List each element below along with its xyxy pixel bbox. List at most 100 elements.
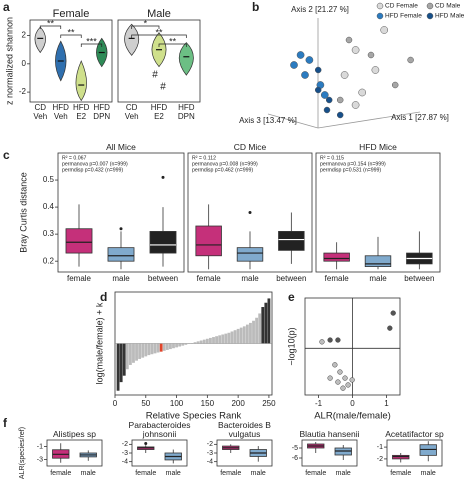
- bar: [141, 343, 145, 358]
- bar: [227, 332, 231, 344]
- y-axis-label: Bray Curtis distance: [18, 172, 28, 253]
- significance-label: *: [144, 18, 148, 28]
- y-tick-label: -1: [377, 444, 383, 451]
- x-tick-label: HFD E2: [73, 103, 90, 121]
- significance-label: **: [169, 36, 177, 46]
- hash-label: #: [160, 81, 166, 92]
- x-tick-label: -1: [315, 399, 323, 408]
- bar: [252, 320, 255, 344]
- bar: [221, 334, 225, 344]
- point: [325, 96, 333, 104]
- x-tick-label: 100: [170, 399, 184, 408]
- outlier: [119, 227, 123, 231]
- y-tick-label: 0: [22, 59, 27, 68]
- point: [380, 26, 389, 34]
- axis1-line: [317, 111, 421, 129]
- point: [327, 375, 333, 381]
- x-tick-label: male: [241, 274, 259, 283]
- bar: [181, 343, 185, 346]
- bar: [128, 343, 132, 365]
- bar: [212, 337, 215, 344]
- x-tick-label: male: [81, 470, 96, 477]
- panel-label: e: [288, 290, 295, 304]
- significance-label: **: [67, 27, 75, 37]
- x-axis-label: ALR(male/female): [314, 411, 391, 422]
- y-tick-label: -4: [122, 459, 128, 466]
- violin: [75, 60, 87, 102]
- bar: [236, 328, 240, 344]
- y-tick-label: 0.5: [43, 175, 55, 184]
- bar: [168, 343, 172, 350]
- panel-frame: [29, 19, 113, 103]
- point: [336, 96, 344, 104]
- stats-text: permdisp p=0.462 (n=999): [192, 167, 253, 173]
- y-tick-label: -5: [292, 445, 298, 452]
- axis3-line: [267, 113, 319, 129]
- box: [65, 228, 93, 254]
- bar: [132, 343, 135, 363]
- bar: [184, 343, 188, 345]
- y-tick-label: 0.4: [43, 202, 55, 211]
- point: [305, 56, 314, 64]
- y-tick-label: -2: [377, 456, 383, 463]
- point: [296, 51, 305, 59]
- y-axis-label: log(male/female) + k: [94, 302, 104, 384]
- point: [340, 71, 349, 79]
- stats-text: permdisp p=0.531 (n=999): [320, 167, 381, 173]
- legend-label: HFD Female: [385, 13, 422, 20]
- x-tick-label: between: [276, 274, 306, 283]
- stats-text: R² = 0.112: [192, 155, 216, 161]
- x-tick-label: CD Veh: [33, 103, 48, 121]
- bar: [196, 341, 200, 344]
- panel-frame: [117, 19, 201, 103]
- point: [391, 81, 399, 89]
- point: [407, 56, 414, 64]
- x-tick-label: female: [390, 470, 411, 477]
- significance-bracket: [131, 25, 160, 29]
- significance-label: **: [47, 18, 55, 28]
- point: [320, 91, 329, 99]
- x-tick-label: female: [305, 470, 326, 477]
- x-tick-label: male: [336, 470, 351, 477]
- axis-label: Axis 3 [13.47 %]: [239, 116, 297, 125]
- point: [367, 51, 375, 59]
- point: [323, 106, 331, 114]
- point: [387, 325, 393, 331]
- outlier: [248, 211, 252, 214]
- x-tick-label: HFD Veh: [52, 103, 69, 121]
- x-tick-label: 150: [201, 399, 215, 408]
- point: [290, 61, 298, 69]
- bar: [258, 313, 262, 344]
- y-tick-label: -4: [207, 459, 213, 466]
- violin: [34, 26, 46, 54]
- x-tick-label: female: [135, 470, 156, 477]
- bar: [267, 298, 271, 344]
- stats-text: permanova p=0.008 (n=999): [192, 161, 258, 167]
- panel-frame: [46, 439, 103, 467]
- x-tick-label: male: [166, 470, 181, 477]
- bar: [178, 343, 182, 347]
- x-tick-label: 0: [350, 399, 355, 408]
- bar: [202, 339, 206, 344]
- point: [358, 88, 367, 97]
- stats-text: permanova p=0.007 (n=999): [62, 161, 128, 167]
- outlier: [161, 175, 165, 179]
- significance-bracket: [158, 43, 187, 47]
- panel-title: Blautia hansenii: [299, 429, 360, 439]
- point: [351, 101, 360, 109]
- x-tick-label: 1: [384, 399, 389, 408]
- x-tick-label: female: [325, 274, 350, 283]
- significance-bracket: [60, 34, 82, 38]
- bar: [242, 326, 246, 344]
- point: [301, 71, 309, 79]
- box: [236, 247, 264, 262]
- point: [335, 379, 341, 385]
- panel-frame: [315, 152, 441, 273]
- bar: [261, 307, 265, 344]
- point: [337, 369, 343, 375]
- bar: [218, 335, 222, 344]
- significance-bracket: [131, 34, 187, 38]
- bar: [193, 342, 197, 344]
- box: [195, 225, 222, 257]
